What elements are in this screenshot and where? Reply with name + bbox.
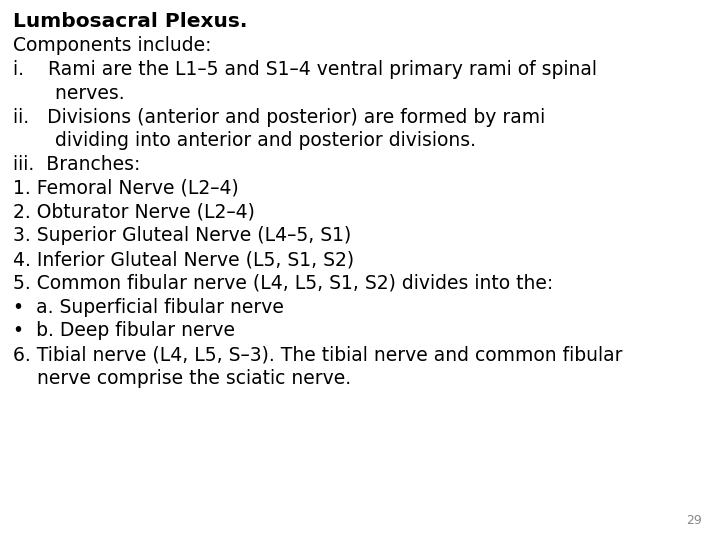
Text: nerves.: nerves. (13, 84, 125, 103)
Text: •  a. Superficial fibular nerve: • a. Superficial fibular nerve (13, 298, 284, 316)
Text: dividing into anterior and posterior divisions.: dividing into anterior and posterior div… (13, 131, 476, 150)
Text: 29: 29 (686, 514, 702, 526)
Text: Components include:: Components include: (13, 36, 212, 55)
Text: nerve comprise the sciatic nerve.: nerve comprise the sciatic nerve. (13, 369, 351, 388)
Text: 5. Common fibular nerve (L4, L5, S1, S2) divides into the:: 5. Common fibular nerve (L4, L5, S1, S2)… (13, 274, 553, 293)
Text: 3. Superior Gluteal Nerve (L4–5, S1): 3. Superior Gluteal Nerve (L4–5, S1) (13, 226, 351, 245)
Text: •  b. Deep fibular nerve: • b. Deep fibular nerve (13, 321, 235, 340)
Text: ii.   Divisions (anterior and posterior) are formed by rami: ii. Divisions (anterior and posterior) a… (13, 108, 545, 127)
Text: iii.  Branches:: iii. Branches: (13, 155, 140, 174)
Text: 6. Tibial nerve (L4, L5, S–3). The tibial nerve and common fibular: 6. Tibial nerve (L4, L5, S–3). The tibia… (13, 345, 623, 364)
Text: 1. Femoral Nerve (L2–4): 1. Femoral Nerve (L2–4) (13, 179, 239, 198)
Text: 4. Inferior Gluteal Nerve (L5, S1, S2): 4. Inferior Gluteal Nerve (L5, S1, S2) (13, 250, 354, 269)
Text: i.    Rami are the L1–5 and S1–4 ventral primary rami of spinal: i. Rami are the L1–5 and S1–4 ventral pr… (13, 60, 597, 79)
Text: 2. Obturator Nerve (L2–4): 2. Obturator Nerve (L2–4) (13, 202, 255, 221)
Text: Lumbosacral Plexus.: Lumbosacral Plexus. (13, 12, 248, 31)
